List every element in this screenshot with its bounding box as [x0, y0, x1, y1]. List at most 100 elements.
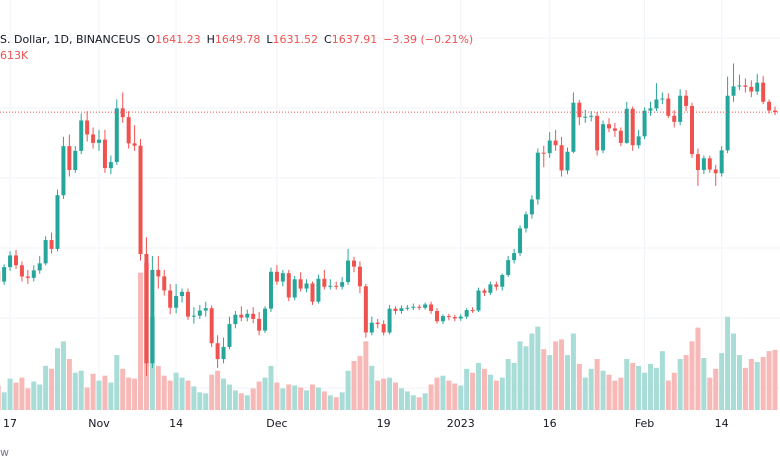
volume-bar [499, 377, 505, 410]
volume-bar [452, 383, 458, 410]
volume-bar [701, 358, 707, 410]
candle-body [553, 140, 558, 146]
candle-body [257, 318, 262, 331]
candle-body [352, 260, 356, 267]
volume-bar [114, 355, 120, 410]
volume-bar [487, 374, 493, 410]
candle-body [399, 308, 404, 312]
legend-value: 1631.52 [273, 33, 319, 46]
candle-body [209, 308, 214, 344]
candle-body [197, 310, 202, 316]
volume-bar [594, 358, 600, 410]
volume-bar [410, 395, 416, 410]
volume-bar [161, 375, 167, 410]
candle-body [357, 266, 362, 287]
candle-body [565, 151, 570, 171]
volume-bar [25, 388, 31, 410]
footer-text: w [0, 446, 9, 459]
volume-bar [398, 388, 404, 410]
volume-bar [736, 355, 742, 410]
volume-bar [470, 372, 476, 410]
candle-body [737, 85, 742, 87]
volume-bar [315, 387, 321, 410]
candle-body [168, 290, 173, 308]
volume-bar [529, 333, 535, 410]
volume-bar [43, 365, 49, 410]
volume-bar [37, 384, 43, 410]
volume-bar [541, 349, 547, 410]
volume-bar [570, 333, 576, 410]
volume-bar [642, 372, 648, 410]
volume-bar [262, 377, 268, 410]
volume-bar [416, 397, 422, 410]
volume-bar [90, 373, 96, 410]
x-tick-label: Dec [266, 417, 287, 430]
candle-body [387, 308, 392, 333]
candle-body [233, 314, 238, 325]
candle-body [773, 110, 778, 113]
x-tick-label: 2023 [447, 417, 475, 430]
candle-body [690, 106, 695, 155]
volume-bar [458, 385, 464, 410]
volume-bar [203, 393, 209, 410]
volume-bar [274, 382, 280, 410]
candle-body [328, 285, 333, 287]
candle-body [340, 282, 345, 287]
volume-bar [422, 393, 428, 410]
legend-symbol: S. Dollar, 1D, BINANCEUS [0, 33, 140, 46]
candle-body [227, 324, 232, 347]
candle-body [13, 255, 18, 266]
volume-bar [55, 348, 60, 410]
candle-body [559, 145, 564, 171]
candle-body [310, 283, 315, 302]
candle-body [654, 99, 659, 109]
candle-body [25, 276, 30, 278]
volume-bar [742, 367, 748, 410]
volume-bar [309, 384, 315, 410]
candle-body [601, 124, 606, 151]
volume-bar [286, 384, 292, 410]
volume-bar [446, 380, 452, 410]
candle-body [725, 95, 730, 151]
candle-body [440, 316, 445, 322]
candle-body [713, 169, 718, 174]
volume-bar [671, 372, 677, 410]
volume-bar [760, 357, 766, 410]
legend-change: −3.39 (−0.21%) [383, 33, 473, 46]
volume-bar [221, 378, 227, 410]
volume-bar [232, 390, 238, 410]
volume-bar [517, 341, 523, 410]
volume-bar [564, 355, 570, 410]
volume-bar [434, 377, 440, 410]
volume-bar [31, 381, 37, 410]
volume-bar [476, 362, 482, 410]
candle-body [191, 315, 196, 317]
candle-body [132, 143, 137, 146]
candle-body [85, 120, 90, 135]
volume-bar [268, 365, 274, 410]
candle-body [55, 195, 60, 249]
x-tick-label: 16 [543, 417, 557, 430]
volume-bar [209, 374, 215, 410]
candle-body [488, 284, 493, 293]
candle-body [61, 146, 66, 196]
candle-body [583, 116, 588, 118]
volume-bar [327, 395, 333, 410]
candle-body [417, 306, 422, 308]
volume-bar [250, 388, 256, 410]
candle-body [571, 102, 576, 152]
candle-body [304, 283, 309, 289]
volume-bar [363, 341, 369, 410]
volume-bar [535, 326, 541, 410]
candle-body [393, 308, 398, 312]
candle-body [512, 253, 517, 261]
volume-bar [381, 378, 387, 410]
legend-value: 1641.23 [155, 33, 201, 46]
candle-body [268, 271, 273, 309]
candle-body [642, 110, 647, 137]
candle-body [263, 308, 268, 331]
volume-bar [321, 391, 327, 410]
volume-bar [84, 387, 90, 410]
volume-bar [339, 392, 345, 410]
candle-body [215, 343, 220, 360]
